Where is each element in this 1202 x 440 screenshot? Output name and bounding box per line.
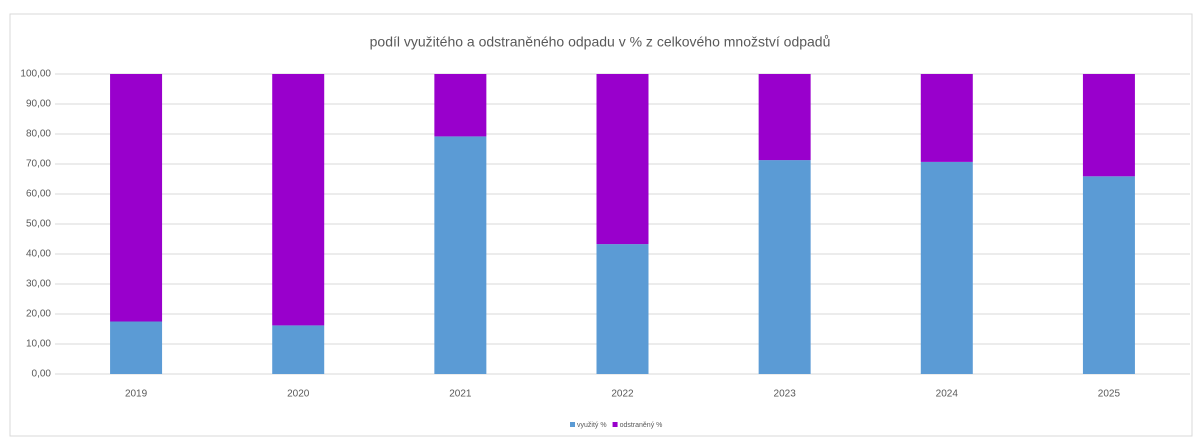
y-tick-label: 10,00 [26, 339, 51, 350]
bar [758, 160, 811, 374]
bar [272, 74, 325, 326]
y-tick-label: 70,00 [26, 159, 51, 170]
x-tick-label: 2022 [611, 389, 634, 400]
y-tick-label: 0,00 [32, 369, 52, 380]
y-tick-label: 90,00 [26, 99, 51, 110]
bar [596, 74, 649, 245]
y-tick-label: 30,00 [26, 279, 51, 290]
x-tick-label: 2023 [774, 389, 797, 400]
bar [1082, 74, 1135, 177]
y-tick-label: 100,00 [20, 69, 51, 80]
bar [1082, 176, 1135, 374]
legend-label: odstraněný % [620, 422, 663, 429]
bar [110, 321, 163, 374]
bar [110, 74, 163, 322]
bar [272, 325, 325, 374]
legend-swatch [570, 422, 575, 427]
bar [758, 74, 811, 161]
bar [920, 74, 973, 162]
y-tick-label: 50,00 [26, 219, 51, 230]
legend-swatch [612, 422, 618, 427]
y-tick-label: 60,00 [26, 189, 51, 200]
x-tick-label: 2020 [287, 389, 310, 400]
y-tick-label: 80,00 [26, 129, 51, 140]
bar [434, 136, 487, 374]
x-tick-label: 2024 [936, 389, 959, 400]
x-tick-label: 2021 [449, 389, 472, 400]
legend-label: využitý % [577, 422, 607, 429]
y-tick-label: 20,00 [26, 309, 51, 320]
bar [920, 161, 973, 374]
bar [434, 74, 487, 137]
chart-title: podíl využitého a odstraněného odpadu v … [370, 34, 831, 50]
bar [596, 244, 649, 374]
x-tick-label: 2025 [1098, 389, 1121, 400]
y-tick-label: 40,00 [26, 249, 51, 260]
x-tick-label: 2019 [125, 389, 148, 400]
